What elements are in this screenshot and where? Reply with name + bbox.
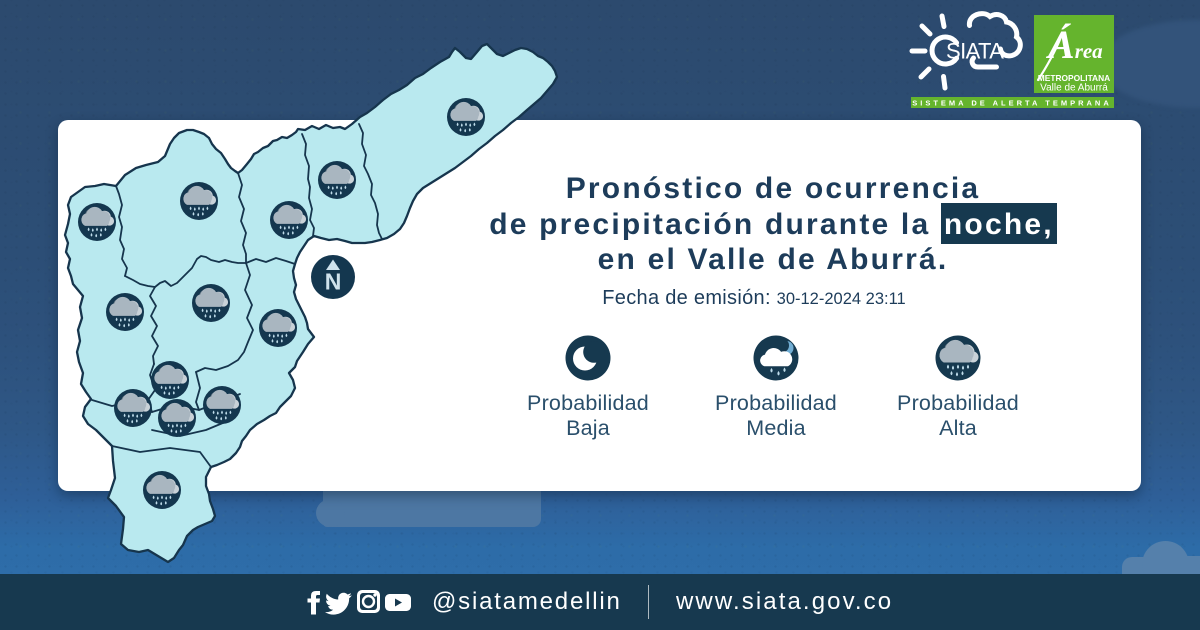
svg-text:METROPOLITANA: METROPOLITANA [1038, 73, 1110, 83]
svg-text:N: N [325, 269, 342, 295]
svg-text:SISTEMA DE ALERTA TEMPRANA: SISTEMA DE ALERTA TEMPRANA [912, 99, 1112, 108]
svg-text:Valle de Aburrá: Valle de Aburrá [1040, 83, 1108, 94]
svg-text:SIATA: SIATA [946, 39, 1004, 64]
